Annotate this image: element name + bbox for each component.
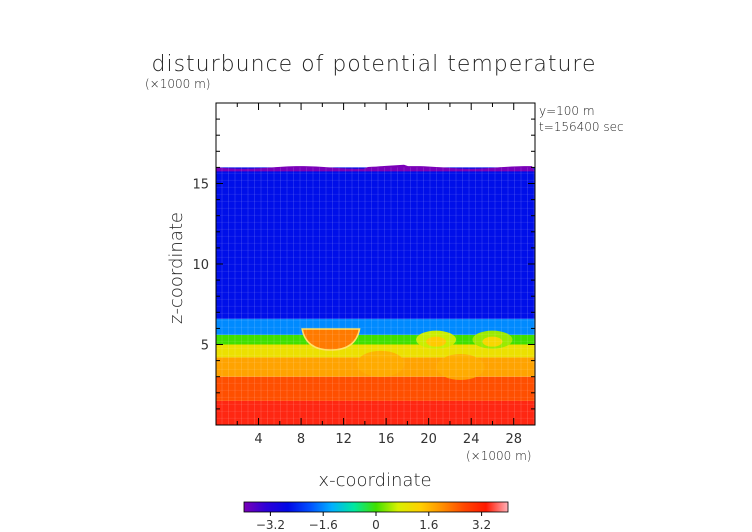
y-tick-label-1: 10 — [192, 258, 209, 273]
field-layer-0 — [216, 400, 535, 425]
colorbar-tick-label-3: 1.6 — [419, 518, 438, 532]
field-layer-4 — [216, 334, 535, 345]
field-top-edge — [216, 164, 535, 172]
annotation-y: y=100 m — [539, 104, 595, 118]
heatmap-field — [216, 164, 535, 425]
y-tick-label-0: 5 — [201, 339, 209, 354]
colorbar — [243, 501, 509, 513]
grid-lines — [216, 167, 535, 425]
colorbar-tick-label-2: 0 — [372, 518, 380, 532]
x-axis-label: x-coordinate — [318, 470, 431, 491]
colorbar-tick-label-4: 3.2 — [472, 518, 491, 532]
feature-green-core-1 — [426, 336, 447, 347]
colorbar-ticks: −3.2 −1.6 0 1.6 3.2 — [256, 512, 491, 532]
x-axis: 4 8 12 16 20 24 28 — [236, 103, 522, 447]
field-layer-3 — [216, 344, 535, 358]
feature-warm-cap — [301, 328, 361, 351]
y-tick-label-2: 15 — [192, 178, 209, 193]
x-tick-label-0: 4 — [254, 432, 262, 447]
x-tick-label-3: 16 — [378, 432, 395, 447]
x-scale-note: (×1000 m) — [466, 449, 531, 463]
colorbar-tick-label-1: −1.6 — [309, 518, 338, 532]
y-axis: 5 10 15 — [192, 118, 535, 410]
chart-title: disturbunce of potential temperature — [152, 52, 597, 77]
x-tick-label-4: 20 — [420, 432, 437, 447]
x-tick-label-2: 12 — [335, 432, 352, 447]
field-layer-1 — [216, 376, 535, 401]
field-layer-6 — [216, 167, 535, 319]
x-tick-label-1: 8 — [297, 432, 305, 447]
x-tick-label-5: 24 — [463, 432, 480, 447]
feature-dip-4 — [436, 354, 485, 381]
annotation-time: t=156400 sec — [539, 120, 624, 134]
colorbar-tick-label-0: −3.2 — [256, 518, 285, 532]
y-axis-label: z-coordinate — [166, 212, 187, 324]
field-layer-5 — [216, 318, 535, 335]
feature-dip-3 — [356, 350, 405, 377]
feature-green-core-2 — [482, 336, 503, 347]
x-tick-label-6: 28 — [505, 432, 522, 447]
z-scale-note: (×1000 m) — [145, 77, 210, 91]
